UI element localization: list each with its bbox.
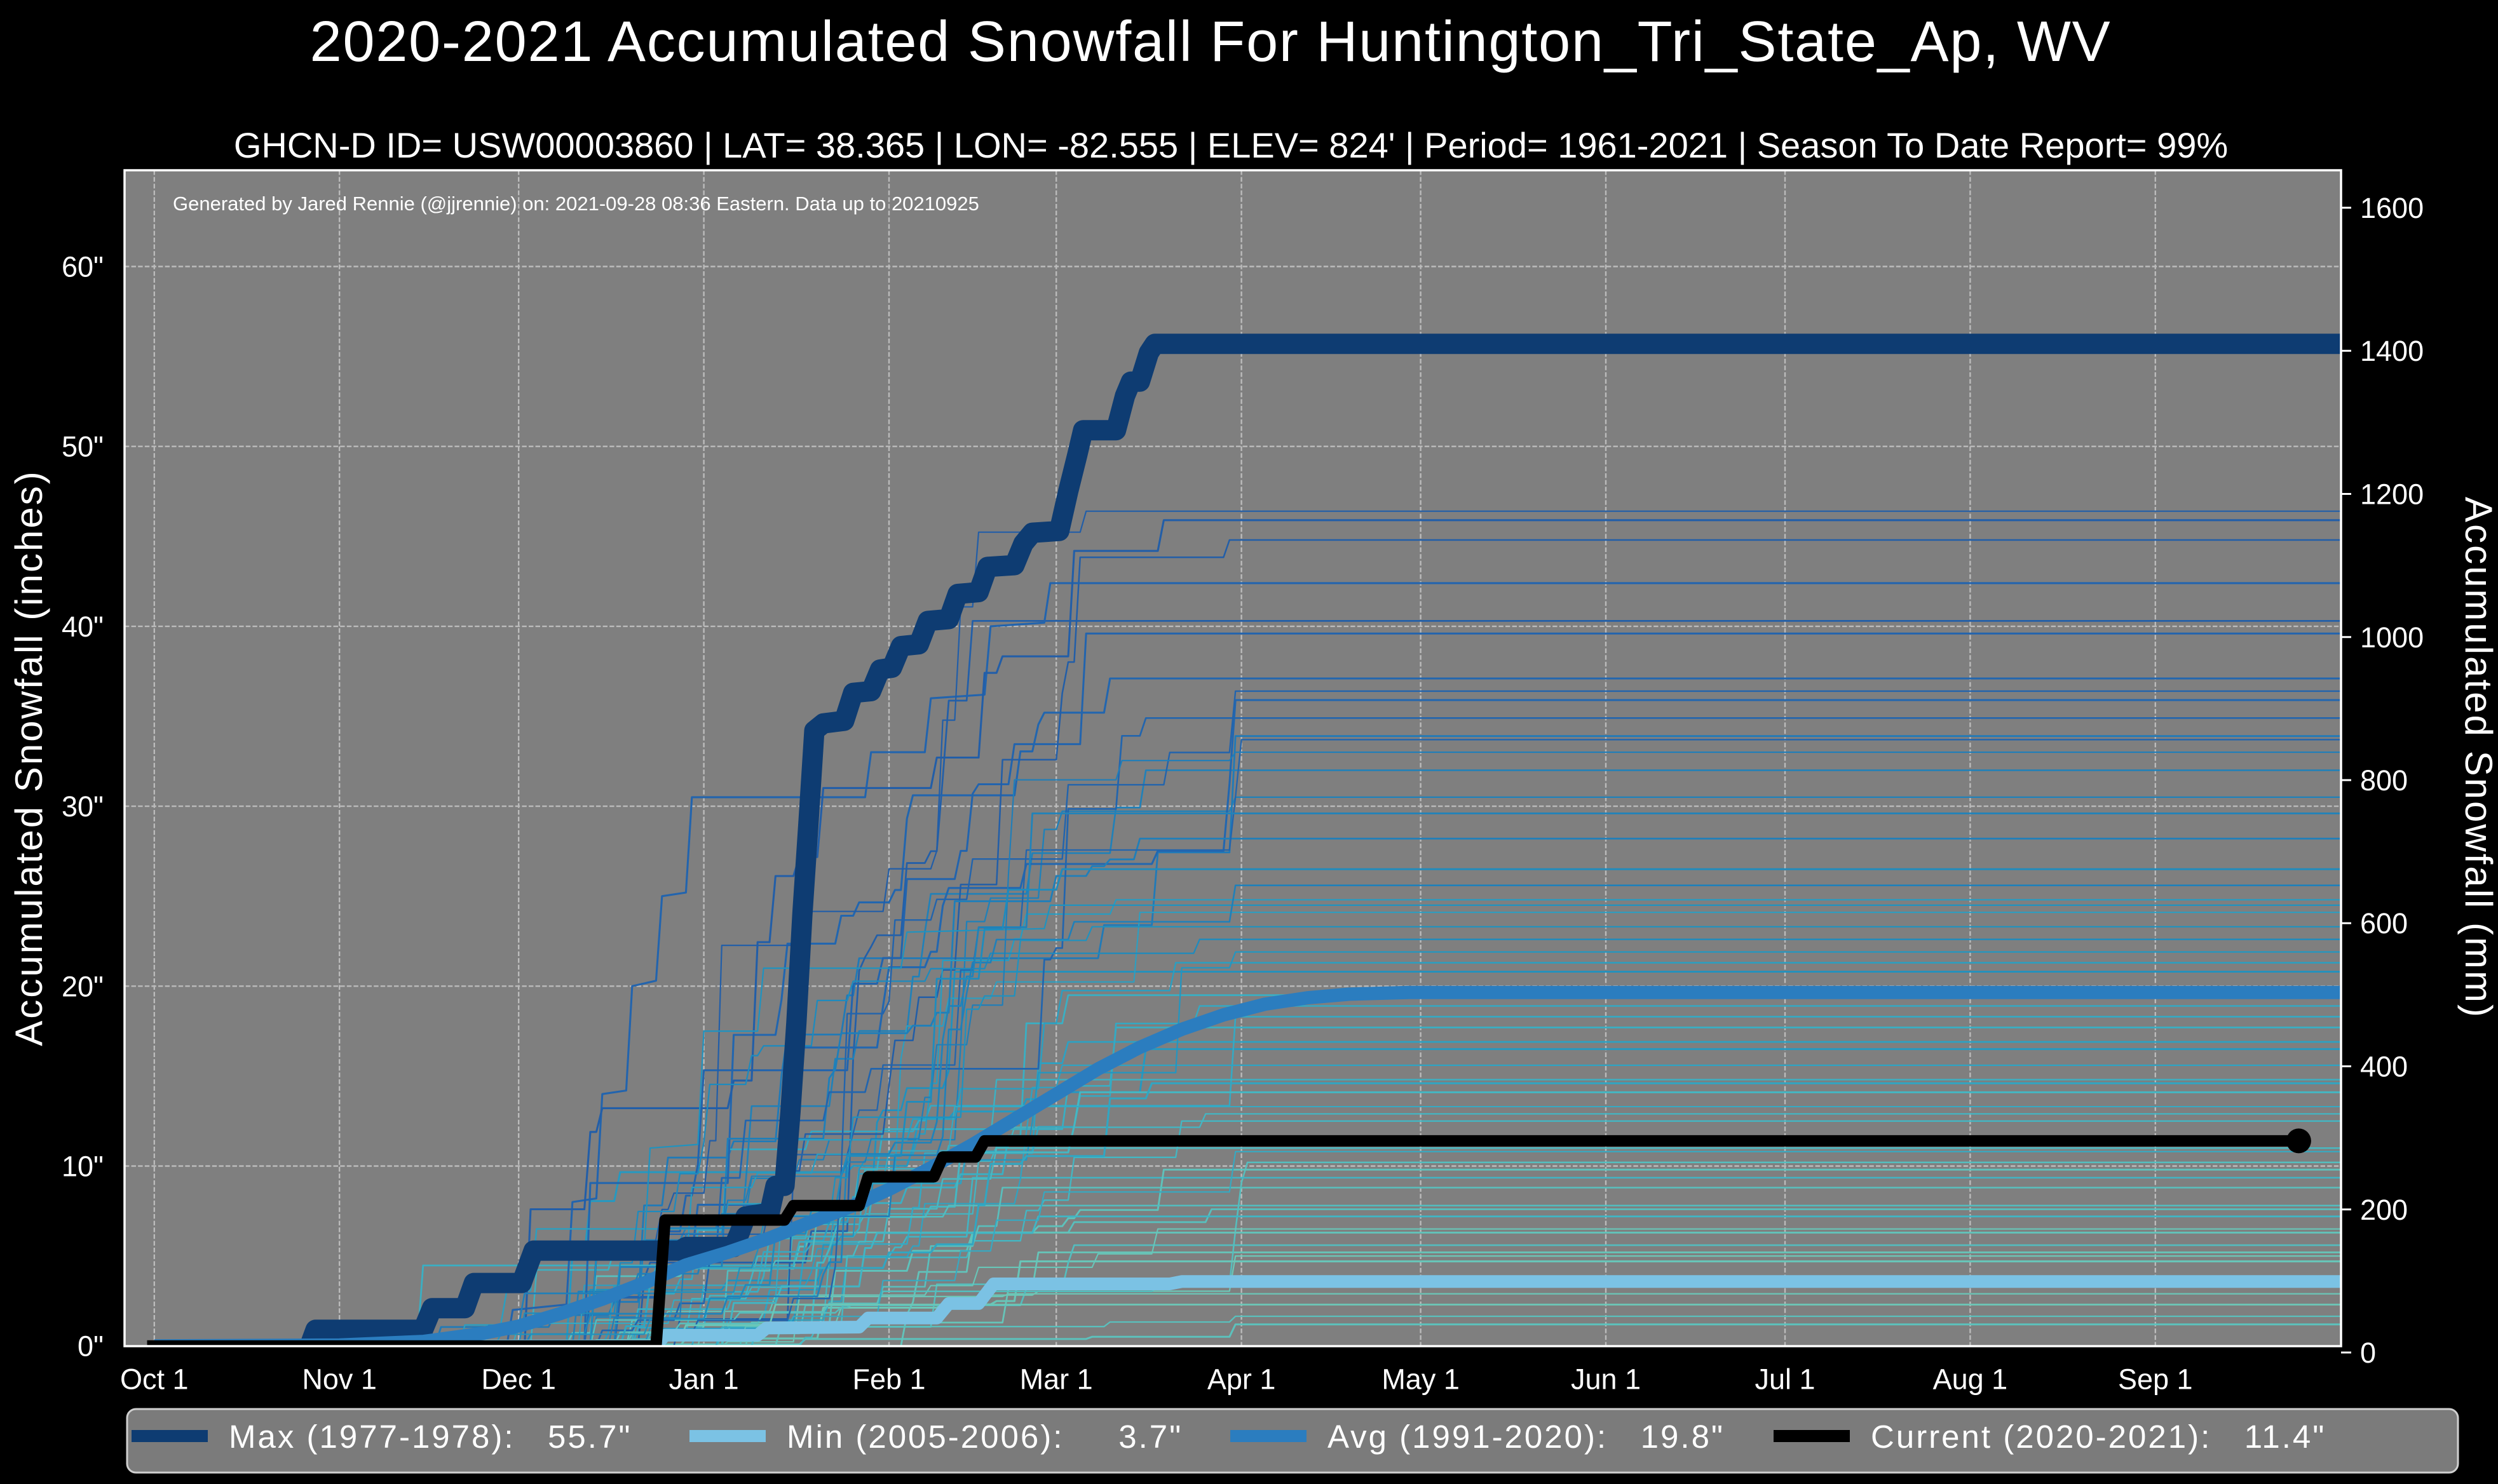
svg-text:Accumulated Snowfall (mm): Accumulated Snowfall (mm) bbox=[2457, 497, 2498, 1019]
svg-text:Aug 1: Aug 1 bbox=[1933, 1363, 2008, 1396]
svg-text:1200: 1200 bbox=[2360, 478, 2424, 511]
svg-text:GHCN-D ID= USW00003860 | LAT=: GHCN-D ID= USW00003860 | LAT= 38.365 | L… bbox=[234, 125, 2228, 165]
svg-text:200: 200 bbox=[2360, 1194, 2408, 1226]
svg-text:Sep 1: Sep 1 bbox=[2118, 1363, 2193, 1396]
svg-text:Avg (1991-2020): 19.8": Avg (1991-2020): 19.8" bbox=[1327, 1419, 1725, 1455]
svg-text:Jun 1: Jun 1 bbox=[1571, 1363, 1641, 1396]
svg-text:Min (2005-2006): 3.7": Min (2005-2006): 3.7" bbox=[787, 1419, 1183, 1455]
svg-text:Apr 1: Apr 1 bbox=[1207, 1363, 1276, 1396]
svg-text:Feb 1: Feb 1 bbox=[852, 1363, 925, 1396]
svg-text:400: 400 bbox=[2360, 1051, 2408, 1083]
svg-text:Jan 1: Jan 1 bbox=[669, 1363, 739, 1396]
svg-text:40": 40" bbox=[62, 610, 104, 643]
svg-text:60": 60" bbox=[62, 251, 104, 283]
svg-text:1000: 1000 bbox=[2360, 621, 2424, 654]
svg-text:2020-2021 Accumulated Snowfall: 2020-2021 Accumulated Snowfall For Hunti… bbox=[310, 10, 2112, 74]
svg-text:50": 50" bbox=[62, 431, 104, 463]
svg-text:0": 0" bbox=[78, 1330, 104, 1363]
svg-text:30": 30" bbox=[62, 790, 104, 823]
svg-text:Accumulated Snowfall (inches): Accumulated Snowfall (inches) bbox=[8, 469, 50, 1046]
svg-text:Jul 1: Jul 1 bbox=[1755, 1363, 1815, 1396]
svg-text:Generated by Jared Rennie (@jj: Generated by Jared Rennie (@jjrennie) on… bbox=[173, 192, 979, 215]
svg-text:Oct 1: Oct 1 bbox=[120, 1363, 189, 1396]
svg-text:Mar 1: Mar 1 bbox=[1020, 1363, 1093, 1396]
svg-text:20": 20" bbox=[62, 970, 104, 1002]
svg-text:600: 600 bbox=[2360, 907, 2408, 940]
svg-text:Current (2020-2021): 11.4": Current (2020-2021): 11.4" bbox=[1871, 1419, 2326, 1455]
svg-text:1600: 1600 bbox=[2360, 192, 2424, 224]
svg-text:10": 10" bbox=[62, 1150, 104, 1183]
svg-text:Max (1977-1978): 55.7": Max (1977-1978): 55.7" bbox=[229, 1419, 632, 1455]
svg-text:May 1: May 1 bbox=[1381, 1363, 1460, 1396]
svg-text:800: 800 bbox=[2360, 764, 2408, 797]
svg-text:Dec 1: Dec 1 bbox=[481, 1363, 556, 1396]
svg-text:0: 0 bbox=[2360, 1337, 2376, 1369]
svg-text:1400: 1400 bbox=[2360, 335, 2424, 367]
svg-text:Nov 1: Nov 1 bbox=[302, 1363, 377, 1396]
